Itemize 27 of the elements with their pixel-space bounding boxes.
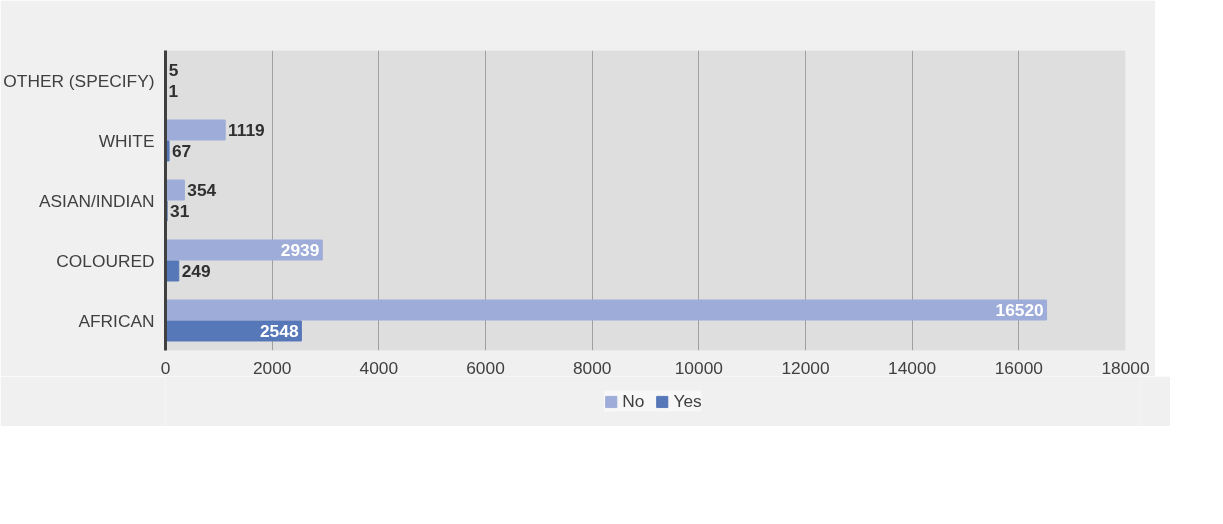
x-tick-label: 0 <box>160 357 171 378</box>
x-tick-label: 4000 <box>359 357 399 378</box>
data-label: 2548 <box>259 321 299 341</box>
data-label: 2939 <box>280 240 320 260</box>
y-tick-label: OTHER (SPECIFY) <box>3 70 155 91</box>
data-label: 31 <box>170 201 190 221</box>
x-tick-label: 16000 <box>994 357 1043 378</box>
x-tick-label: 12000 <box>781 357 830 378</box>
data-label: 5 <box>168 60 179 80</box>
data-label: 1 <box>168 81 179 101</box>
data-label: 354 <box>187 180 217 200</box>
y-tick-label: COLOURED <box>56 250 155 271</box>
data-label: 1119 <box>228 120 265 140</box>
legend-label: No <box>622 390 645 412</box>
x-tick-label: 18000 <box>1101 357 1150 378</box>
x-tick-label: 6000 <box>466 357 505 378</box>
data-label: 249 <box>181 261 211 281</box>
x-tick-label: 14000 <box>888 357 937 378</box>
x-tick-label: 8000 <box>572 357 612 378</box>
data-label: 16520 <box>995 300 1044 320</box>
y-tick-label: WHITE <box>98 130 155 151</box>
y-tick-label: ASIAN/INDIAN <box>38 190 155 211</box>
y-tick-label: AFRICAN <box>78 310 155 331</box>
legend-label: Yes <box>673 390 702 412</box>
data-label: 67 <box>171 141 192 161</box>
x-tick-label: 2000 <box>252 357 292 378</box>
x-tick-label: 10000 <box>674 357 723 378</box>
